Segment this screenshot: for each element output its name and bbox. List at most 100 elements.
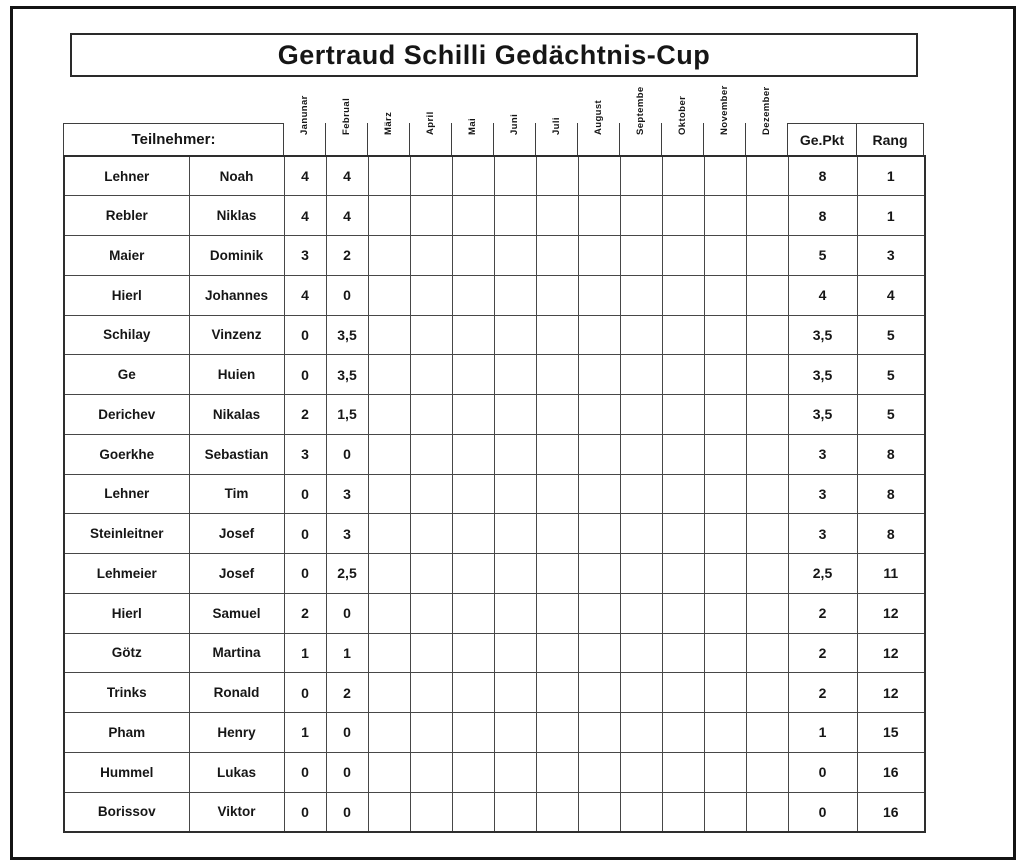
month-value-cell: 4 [325,195,369,236]
rang-value-cell: 4 [856,274,926,316]
month-value-cell: 3 [325,513,369,554]
month-label: Janunar [298,95,310,135]
month-value-cell [409,791,453,833]
vorname-cell: Huien [188,354,285,395]
month-value-cell [577,553,621,594]
month-value-cell [367,155,411,197]
month-value-cell [577,314,621,356]
rang-value-cell: 8 [856,433,926,475]
rang-value-cell: 1 [856,155,926,197]
vorname-cell: Josef [188,553,285,594]
month-value-cell: 4 [283,195,327,236]
month-value-cell: 2 [283,592,327,634]
month-value-cell [451,354,495,395]
month-value-cell: 0 [325,592,369,634]
month-value-cell: 1 [325,632,369,674]
month-header-cell: Juni [493,114,535,155]
month-value-cell [409,751,453,793]
month-value-cell [619,672,663,713]
month-value-cell [703,751,747,793]
month-value-cell [619,553,663,594]
month-header-cell: August [577,100,619,155]
month-value-cell [493,394,537,435]
month-value-cell [577,712,621,753]
month-value-cell [367,791,411,833]
month-header-cell: Janunar [283,95,325,155]
table-row: Ge Huien 0 3,5 3,5 5 [63,354,926,395]
rang-value-cell: 5 [856,354,926,395]
rang-label: Rang [872,131,908,148]
month-value-cell: 0 [325,751,369,793]
table-row: Schilay Vinzenz 0 3,5 3,5 5 [63,314,926,356]
month-value-cell [703,354,747,395]
rang-value-cell: 15 [856,712,926,753]
gepkt-value-cell: 3 [787,513,858,554]
month-value-cell [451,235,495,276]
month-value-cell [745,553,789,594]
nachname-cell: Pham [63,712,190,753]
month-value-cell [493,195,537,236]
month-value-cell [577,632,621,674]
gepkt-value-cell: 3 [787,473,858,515]
gepkt-value-cell: 1 [787,712,858,753]
month-value-cell [577,791,621,833]
month-value-cell [703,314,747,356]
vorname-cell: Samuel [188,592,285,634]
gepkt-value-cell: 4 [787,274,858,316]
month-value-cell [661,553,705,594]
month-value-cell [535,592,579,634]
rang-value-cell: 16 [856,791,926,833]
nachname-cell: Götz [63,632,190,674]
gepkt-value-cell: 0 [787,791,858,833]
month-value-cell [661,632,705,674]
month-value-cell [703,473,747,515]
month-value-cell [619,394,663,435]
month-value-cell [451,712,495,753]
month-value-cell [703,592,747,634]
month-value-cell [661,791,705,833]
month-value-cell: 3 [325,473,369,515]
rang-value-cell: 5 [856,314,926,356]
month-value-cell [535,751,579,793]
month-value-cell [535,473,579,515]
vorname-cell: Viktor [188,791,285,833]
month-value-cell: 0 [283,751,327,793]
month-label: Juni [508,113,520,135]
vorname-cell: Tim [188,473,285,515]
table-row: Hummel Lukas 0 0 0 16 [63,751,926,793]
month-value-cell [577,513,621,554]
month-value-cell: 0 [325,712,369,753]
nachname-cell: Lehner [63,155,190,197]
table-row: Götz Martina 1 1 2 12 [63,632,926,674]
month-value-cell [451,632,495,674]
month-value-cell: 3,5 [325,354,369,395]
month-label: Juli [550,117,562,135]
month-label: November [718,85,730,135]
month-value-cell [745,314,789,356]
month-value-cell [745,235,789,276]
month-value-cell [661,235,705,276]
vorname-cell: Vinzenz [188,314,285,356]
rang-value-cell: 12 [856,592,926,634]
month-value-cell [367,314,411,356]
month-value-cell [577,354,621,395]
month-label: Oktober [676,95,688,135]
gepkt-value-cell: 3,5 [787,354,858,395]
month-value-cell [661,155,705,197]
month-value-cell [535,513,579,554]
month-value-cell [493,632,537,674]
month-value-cell [661,513,705,554]
gepkt-value-cell: 5 [787,235,858,276]
month-value-cell [661,195,705,236]
month-value-cell [409,433,453,475]
month-value-cell [535,632,579,674]
month-value-cell [619,433,663,475]
vorname-cell: Nikalas [188,394,285,435]
nachname-cell: Rebler [63,195,190,236]
month-value-cell [409,632,453,674]
rang-value-cell: 16 [856,751,926,793]
month-value-cell [409,513,453,554]
month-value-cell [367,672,411,713]
nachname-cell: Schilay [63,314,190,356]
month-value-cell [535,712,579,753]
